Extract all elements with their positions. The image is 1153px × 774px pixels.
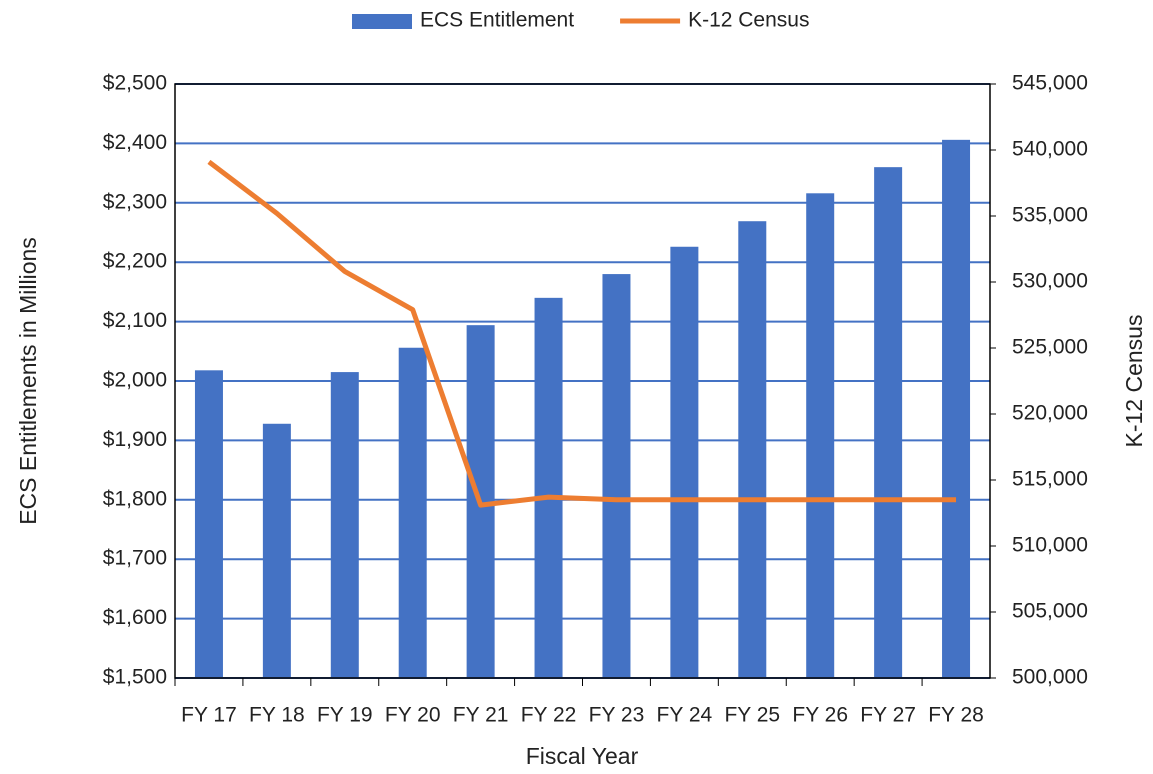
bar (738, 221, 767, 679)
y2-tick-label: 545,000 (1012, 72, 1088, 95)
y-tick-label: $2,400 (103, 131, 167, 154)
bar (806, 193, 835, 678)
y-tick-label: $2,000 (103, 369, 167, 392)
x-tick-label: FY 17 (181, 704, 237, 727)
bar (330, 372, 359, 678)
legend-swatch (352, 14, 412, 29)
y2-tick-label: 525,000 (1012, 336, 1088, 359)
y2-tick-label: 500,000 (1012, 666, 1088, 689)
x-tick-label: FY 20 (385, 704, 441, 727)
x-tick-label: FY 28 (928, 704, 984, 727)
y-tick-label: $2,200 (103, 250, 167, 273)
bar (194, 370, 223, 678)
y2-tick-label: 510,000 (1012, 534, 1088, 557)
y2-axis-title: K-12 Census (1121, 315, 1147, 448)
bar (874, 167, 903, 678)
x-axis-title: Fiscal Year (526, 743, 639, 769)
y-tick-label: $2,300 (103, 190, 167, 213)
y2-tick-label: 520,000 (1012, 402, 1088, 425)
y2-tick-label: 535,000 (1012, 204, 1088, 227)
x-tick-label: FY 25 (724, 704, 780, 727)
bar (262, 423, 291, 678)
y2-tick-label: 530,000 (1012, 270, 1088, 293)
legend-label: K-12 Census (688, 9, 809, 32)
y-axis-title: ECS Entitlements in Millions (15, 237, 41, 525)
y-tick-label: $1,700 (103, 547, 167, 570)
y2-tick-label: 505,000 (1012, 600, 1088, 623)
x-tick-label: FY 24 (657, 704, 713, 727)
y-tick-label: $2,100 (103, 309, 167, 332)
x-tick-label: FY 22 (521, 704, 577, 727)
x-tick-label: FY 26 (792, 704, 848, 727)
bar (398, 347, 427, 678)
y-tick-label: $1,500 (103, 666, 167, 689)
bar (942, 139, 971, 678)
x-tick-label: FY 18 (249, 704, 305, 727)
bar (534, 297, 563, 678)
bar (670, 246, 699, 679)
x-tick-label: FY 23 (589, 704, 645, 727)
y2-tick-label: 540,000 (1012, 138, 1088, 161)
x-tick-label: FY 19 (317, 704, 373, 727)
y-tick-label: $1,600 (103, 606, 167, 629)
x-tick-label: FY 27 (860, 704, 916, 727)
x-tick-label: FY 21 (453, 704, 509, 727)
bar (602, 274, 631, 678)
y-tick-label: $1,900 (103, 428, 167, 451)
y-tick-label: $2,500 (103, 72, 167, 95)
y2-tick-label: 515,000 (1012, 468, 1088, 491)
line (207, 159, 957, 508)
legend-label: ECS Entitlement (420, 9, 574, 32)
y-tick-label: $1,800 (103, 487, 167, 510)
